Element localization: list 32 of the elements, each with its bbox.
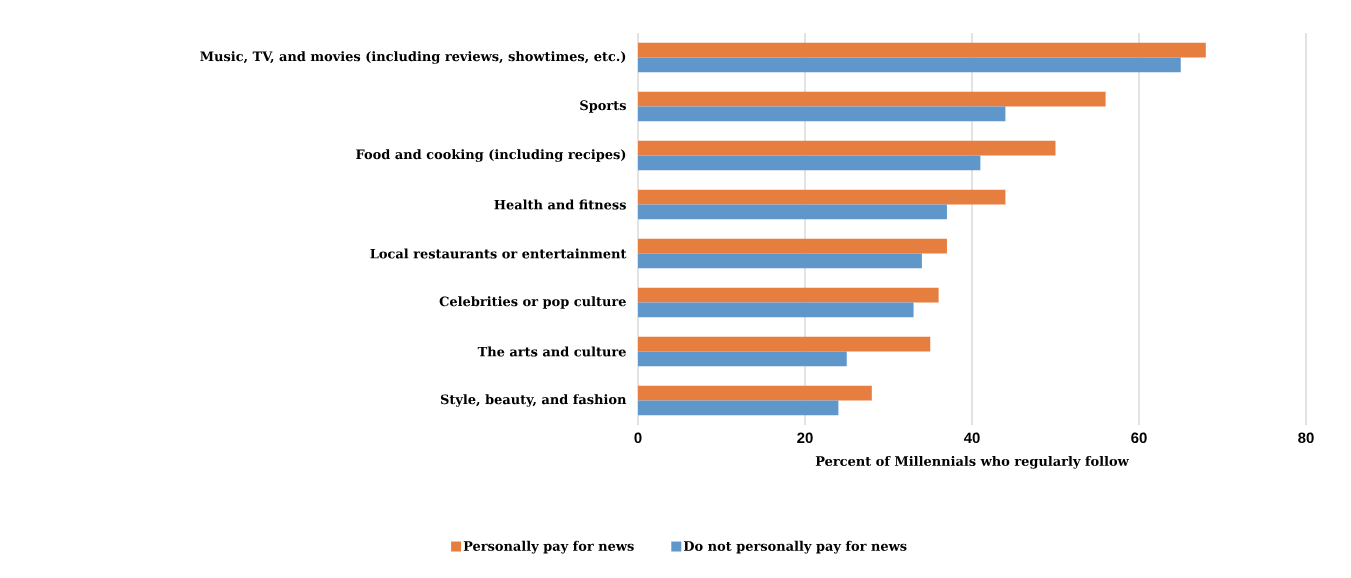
bar: [638, 189, 1006, 205]
legend-label: Do not personally pay for news: [683, 540, 907, 554]
bar: [638, 238, 947, 254]
bar: [638, 42, 1206, 58]
x-tick-label: 40: [963, 432, 980, 444]
y-tick-label: Health and fitness: [494, 199, 626, 210]
x-tick-label: 0: [634, 432, 642, 444]
bar: [638, 155, 981, 171]
x-tick-label: 60: [1131, 432, 1147, 444]
bar: [638, 302, 914, 318]
bar: [638, 351, 847, 367]
bar: [638, 204, 947, 220]
bar: [638, 253, 922, 269]
y-tick-label: Sports: [580, 100, 626, 113]
legend-label: Personally pay for news: [463, 540, 634, 554]
bar: [638, 91, 1106, 107]
bar: [638, 140, 1056, 156]
bar: [638, 336, 931, 352]
bar: [638, 287, 939, 303]
bar: [638, 57, 1181, 73]
bar: [638, 385, 872, 401]
y-tick-label: Music, TV, and movies (including reviews, showtimes, etc.): [200, 51, 626, 64]
y-tick-label: The arts and culture: [477, 346, 626, 357]
x-axis-title: Percent of Millennials who regularly follow: [815, 455, 1130, 469]
bar: [638, 400, 839, 416]
y-tick-label: Celebrities or pop culture: [439, 296, 626, 309]
bar: [638, 106, 1006, 122]
y-tick-label: Style, beauty, and fashion: [440, 394, 627, 407]
x-tick-label: 80: [1298, 432, 1314, 444]
y-tick-label: Local restaurants or entertainment: [370, 248, 627, 259]
x-tick-label: 20: [797, 432, 813, 444]
y-tick-label: Food and cooking (including recipes): [356, 149, 626, 162]
